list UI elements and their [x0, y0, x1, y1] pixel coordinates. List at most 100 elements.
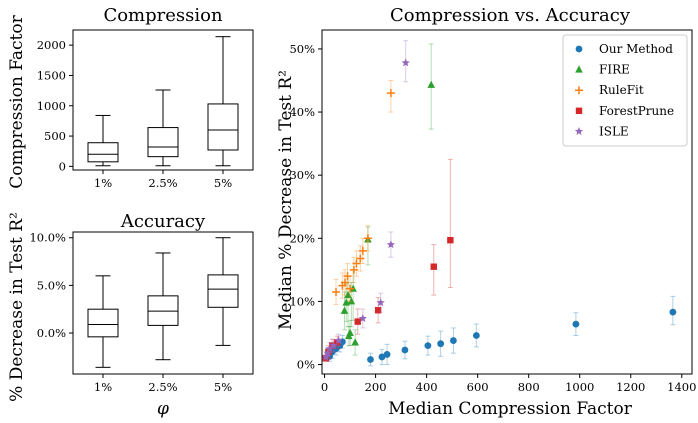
legend-label: ISLE [599, 124, 629, 138]
data-point [340, 278, 349, 287]
y-tick-label: 40% [289, 105, 315, 119]
y-tick-label: 1500 [37, 68, 66, 82]
data-point [401, 58, 410, 67]
x-tick-label: 1400 [667, 380, 696, 394]
data-point [332, 287, 341, 296]
legend-marker [575, 107, 583, 114]
data-point [669, 308, 677, 316]
data-point [376, 298, 385, 307]
x-tick-label: 5% [214, 176, 232, 190]
legend-box [562, 34, 688, 147]
y-tick-label: 10% [289, 294, 315, 308]
data-point [358, 246, 367, 255]
data-point [344, 290, 352, 299]
data-point [344, 331, 353, 340]
data-point [363, 234, 372, 243]
legend-marker [575, 45, 583, 53]
x-tick-label: 2.5% [148, 176, 177, 190]
data-point [325, 344, 334, 353]
legend-label: RuleFit [599, 83, 644, 97]
series-our-method [326, 295, 677, 367]
compression-ylabel: Compression Factor [7, 14, 27, 188]
data-point [367, 356, 374, 363]
data-point [323, 348, 332, 357]
data-point [343, 272, 352, 281]
x-tick-label: 0 [321, 380, 328, 394]
box-iqr [87, 308, 119, 338]
data-point [358, 314, 368, 323]
data-point [430, 263, 437, 270]
legend-label: FIRE [599, 63, 630, 77]
legend: Our Method FIRE RuleFit ForestPrune ISLE [562, 34, 688, 147]
data-point [427, 80, 436, 88]
y-tick-label: 1000 [37, 99, 66, 113]
box-iqr [207, 103, 239, 151]
legend-label: Our Method [599, 42, 673, 56]
data-point [346, 284, 355, 293]
data-point [450, 337, 457, 344]
data-point [354, 318, 361, 325]
legend-marker [575, 86, 583, 95]
scatter-title: Compression vs. Accuracy [390, 5, 631, 26]
data-point [386, 89, 395, 98]
box-iqr [147, 127, 179, 158]
series-isle [321, 40, 410, 361]
data-point [572, 320, 580, 328]
data-point [437, 340, 445, 348]
data-point [401, 346, 409, 354]
data-point [349, 265, 358, 274]
compression-marks: 0 500 1000 1500 2000 1% 2.5% 5% [37, 36, 239, 190]
x-tick-label: 400 [416, 380, 438, 394]
series-forestprune [322, 158, 454, 362]
y-tick-label: 10.0% [29, 231, 66, 245]
legend-marker [574, 127, 584, 135]
data-point [386, 240, 396, 249]
scatter-marks: 0 200 400 600 800 1000 1200 1400 0% 10% 20% 30% 40% 5… [289, 40, 696, 394]
accuracy-ylabel: % Decrease in Test R² [7, 212, 27, 402]
x-tick-label: 1200 [616, 380, 645, 394]
y-tick-label: 0 [59, 159, 66, 173]
data-point [374, 307, 382, 314]
compression-boxplot-panel: Compression Compression Factor 0 500 1000 1… [7, 5, 254, 190]
data-point [447, 236, 454, 244]
data-point [347, 297, 356, 305]
compression-vs-accuracy-panel: Compression vs. Accuracy Median Compress… [276, 5, 696, 419]
scatter-xlabel: Median Compression Factor [388, 399, 633, 419]
phi-xlabel: φ [157, 399, 169, 419]
data-point [340, 306, 349, 314]
x-tick-label: 200 [365, 380, 387, 394]
series-rulefit [332, 79, 395, 306]
x-tick-label: 1% [94, 176, 112, 190]
x-tick-label: 600 [467, 380, 489, 394]
data-point [334, 336, 343, 345]
x-tick-label: 800 [518, 380, 540, 394]
y-tick-label: 5.0% [37, 278, 66, 292]
data-point [352, 259, 361, 268]
compression-title: Compression [103, 5, 223, 26]
data-point [321, 352, 331, 361]
accuracy-title: Accuracy [120, 211, 206, 232]
x-tick-label: 1% [94, 380, 112, 394]
compression-axes-frame [72, 29, 254, 171]
box-iqr [207, 274, 239, 308]
series-fire [340, 43, 436, 356]
data-point [329, 341, 338, 350]
y-tick-label: 0.0% [37, 326, 66, 340]
x-tick-label: 1000 [565, 380, 594, 394]
y-tick-label: 50% [289, 42, 315, 56]
y-tick-label: 20% [289, 231, 315, 245]
y-tick-label: 2000 [37, 38, 66, 52]
data-point [378, 353, 386, 361]
accuracy-marks: 0.0% 5.0% 10.0% 1% 2.5% 5% [29, 231, 239, 394]
data-point [351, 338, 359, 346]
data-point [472, 332, 480, 339]
data-point [383, 351, 391, 358]
scatter-ylabel: Median % Decrease in Test R² [276, 70, 296, 330]
legend-marker [575, 65, 583, 73]
box-iqr [87, 142, 119, 163]
x-tick-label: 2.5% [148, 380, 177, 394]
y-tick-label: 30% [289, 168, 315, 182]
scatter-axes-frame [321, 29, 693, 375]
data-point [356, 254, 365, 263]
